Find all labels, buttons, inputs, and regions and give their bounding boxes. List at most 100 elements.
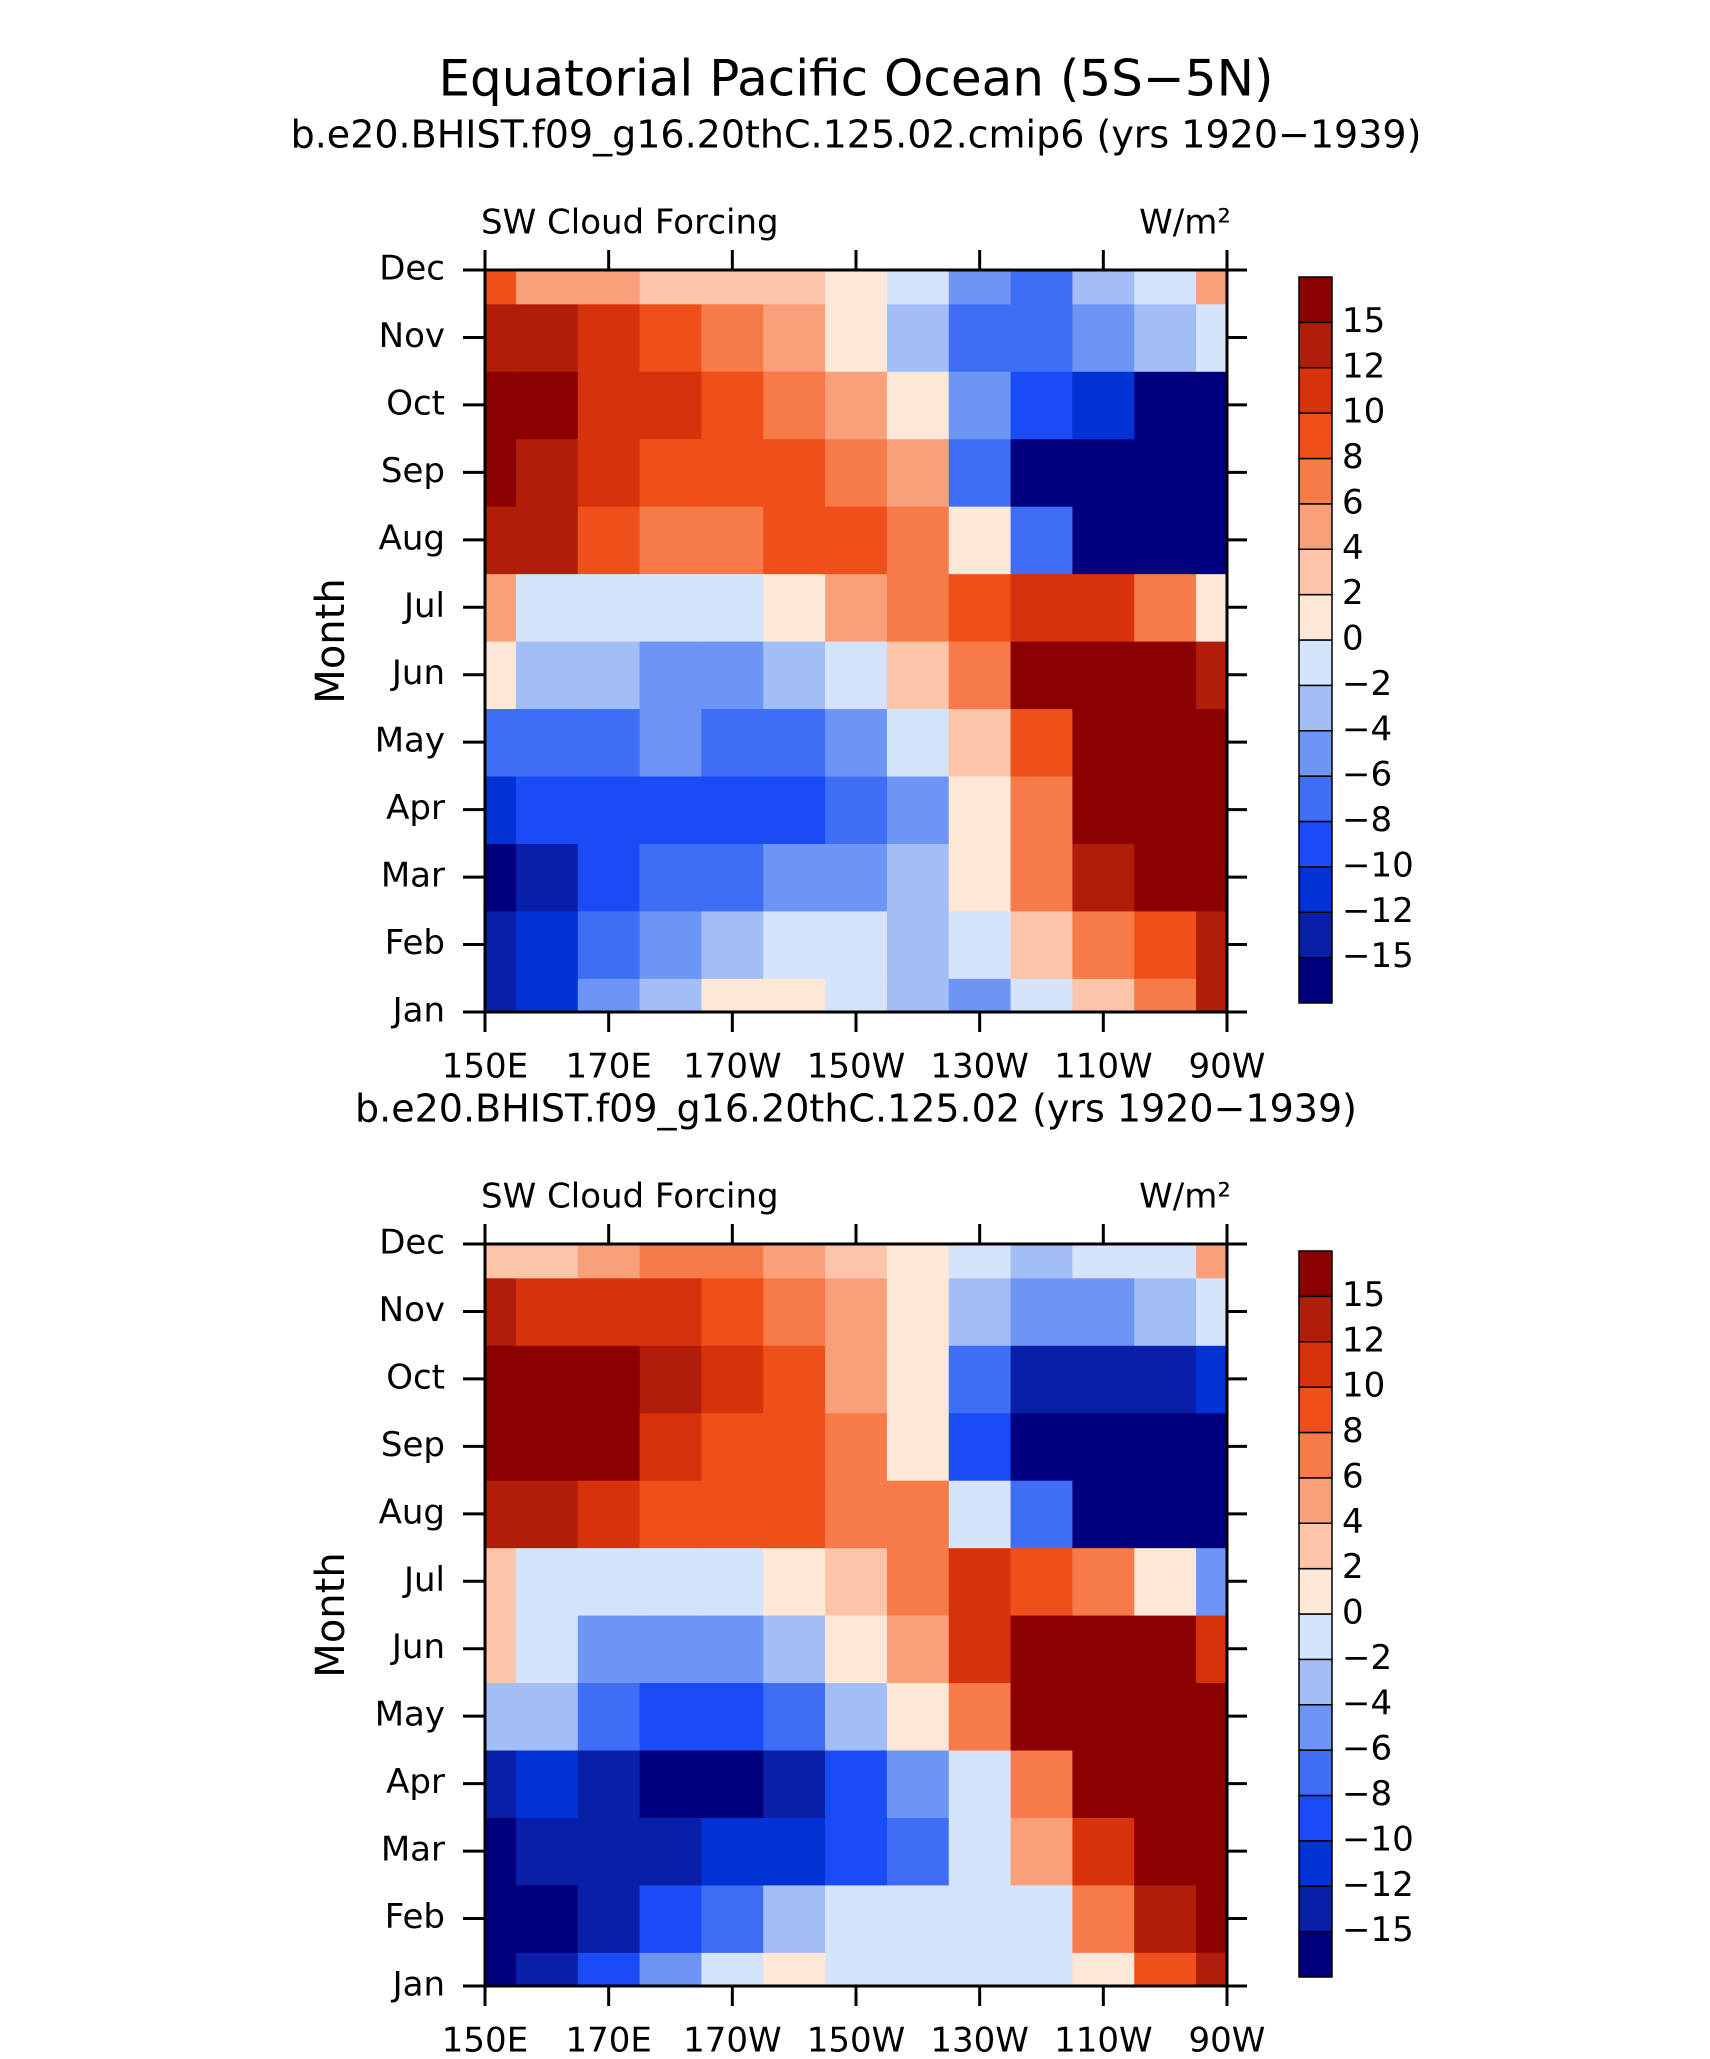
cell (577, 1412, 641, 1481)
cell (485, 1817, 517, 1886)
cell (948, 1480, 1012, 1549)
cell (886, 1682, 950, 1751)
cell (577, 1345, 641, 1414)
cell (1010, 775, 1074, 844)
cell (1134, 1952, 1197, 1986)
cell (1072, 1547, 1135, 1616)
cell (1072, 371, 1135, 440)
colorbar-label: −12 (1342, 891, 1414, 931)
y-tick-label: Apr (386, 1762, 445, 1802)
cell (1134, 1682, 1197, 1751)
cell (948, 1615, 1012, 1684)
cell (886, 1952, 950, 1986)
cell (1072, 978, 1135, 1012)
cell (701, 1749, 764, 1818)
cell (577, 1817, 641, 1886)
y-tick-label: Aug (379, 518, 445, 558)
colorbar-box (1298, 1930, 1333, 1978)
cell (1134, 573, 1197, 642)
cell (1196, 438, 1227, 507)
cell (485, 1884, 517, 1953)
cell (701, 843, 764, 912)
cell (577, 371, 641, 440)
cell (1134, 303, 1197, 372)
cell (1072, 438, 1135, 507)
cell (763, 843, 826, 912)
cell (639, 1615, 703, 1684)
y-tick-label: Mar (381, 856, 445, 896)
x-tick-label: 110W (1054, 1047, 1153, 1087)
colorbar-box (1298, 457, 1333, 505)
cell (948, 775, 1012, 844)
cell (1072, 775, 1135, 844)
cell (485, 1480, 517, 1549)
cell (763, 1615, 826, 1684)
cell (1010, 708, 1074, 777)
cell (485, 506, 517, 575)
cell (515, 775, 579, 844)
cell (948, 1749, 1012, 1818)
cell (1134, 775, 1197, 844)
colorbar-label: −8 (1342, 800, 1392, 840)
cell (886, 270, 950, 305)
cell (1134, 910, 1197, 979)
colorbar-box (1298, 1431, 1333, 1479)
x-tick-label: 170W (683, 1047, 782, 1087)
cell (1010, 1682, 1074, 1751)
cell (515, 573, 579, 642)
cell (515, 708, 579, 777)
cell (1072, 506, 1135, 575)
colorbar-label: −10 (1342, 1819, 1414, 1859)
cell (1010, 978, 1074, 1012)
cell (825, 303, 888, 372)
cell (948, 1345, 1012, 1414)
cell (948, 1817, 1012, 1886)
cell (485, 641, 517, 710)
y-tick-label: Jun (390, 653, 445, 693)
cell (825, 1277, 888, 1346)
cell (886, 303, 950, 372)
cell (1134, 978, 1197, 1012)
colorbar-label: −12 (1342, 1865, 1414, 1905)
cell (948, 843, 1012, 912)
cell (1196, 506, 1227, 575)
cell (639, 1749, 703, 1818)
cell (701, 573, 764, 642)
field (485, 270, 1227, 1012)
x-tick-label: 130W (930, 2021, 1029, 2059)
cell (701, 1547, 764, 1616)
cell (1010, 1952, 1074, 1986)
cell (485, 438, 517, 507)
y-tick-label: Nov (379, 316, 445, 356)
cell (948, 910, 1012, 979)
colorbar-box (1298, 1477, 1333, 1524)
cell (886, 978, 950, 1012)
cell (639, 910, 703, 979)
cell (1072, 1277, 1135, 1346)
cell (1072, 1952, 1135, 1986)
cell (1072, 1817, 1135, 1886)
cell (1196, 270, 1227, 305)
cell (948, 641, 1012, 710)
y-tick-label: Jul (402, 1560, 445, 1600)
cell (763, 1817, 826, 1886)
cell (948, 438, 1012, 507)
cell (948, 1682, 1012, 1751)
cell (1196, 708, 1227, 777)
cell (1196, 1749, 1227, 1818)
cell (639, 1884, 703, 1953)
cell (1072, 843, 1135, 912)
cell (1196, 1952, 1227, 1986)
cell (1072, 910, 1135, 979)
cell (577, 1547, 641, 1616)
cell (1010, 1884, 1074, 1953)
cell (1196, 1615, 1227, 1684)
cell (825, 1749, 888, 1818)
cell (886, 1884, 950, 1953)
y-tick-label: Feb (385, 923, 445, 963)
cell (577, 910, 641, 979)
colorbar-box (1298, 1658, 1333, 1706)
colorbar-box (1298, 1522, 1333, 1570)
cell (1196, 1480, 1227, 1549)
y-tick-label: Oct (386, 383, 445, 423)
